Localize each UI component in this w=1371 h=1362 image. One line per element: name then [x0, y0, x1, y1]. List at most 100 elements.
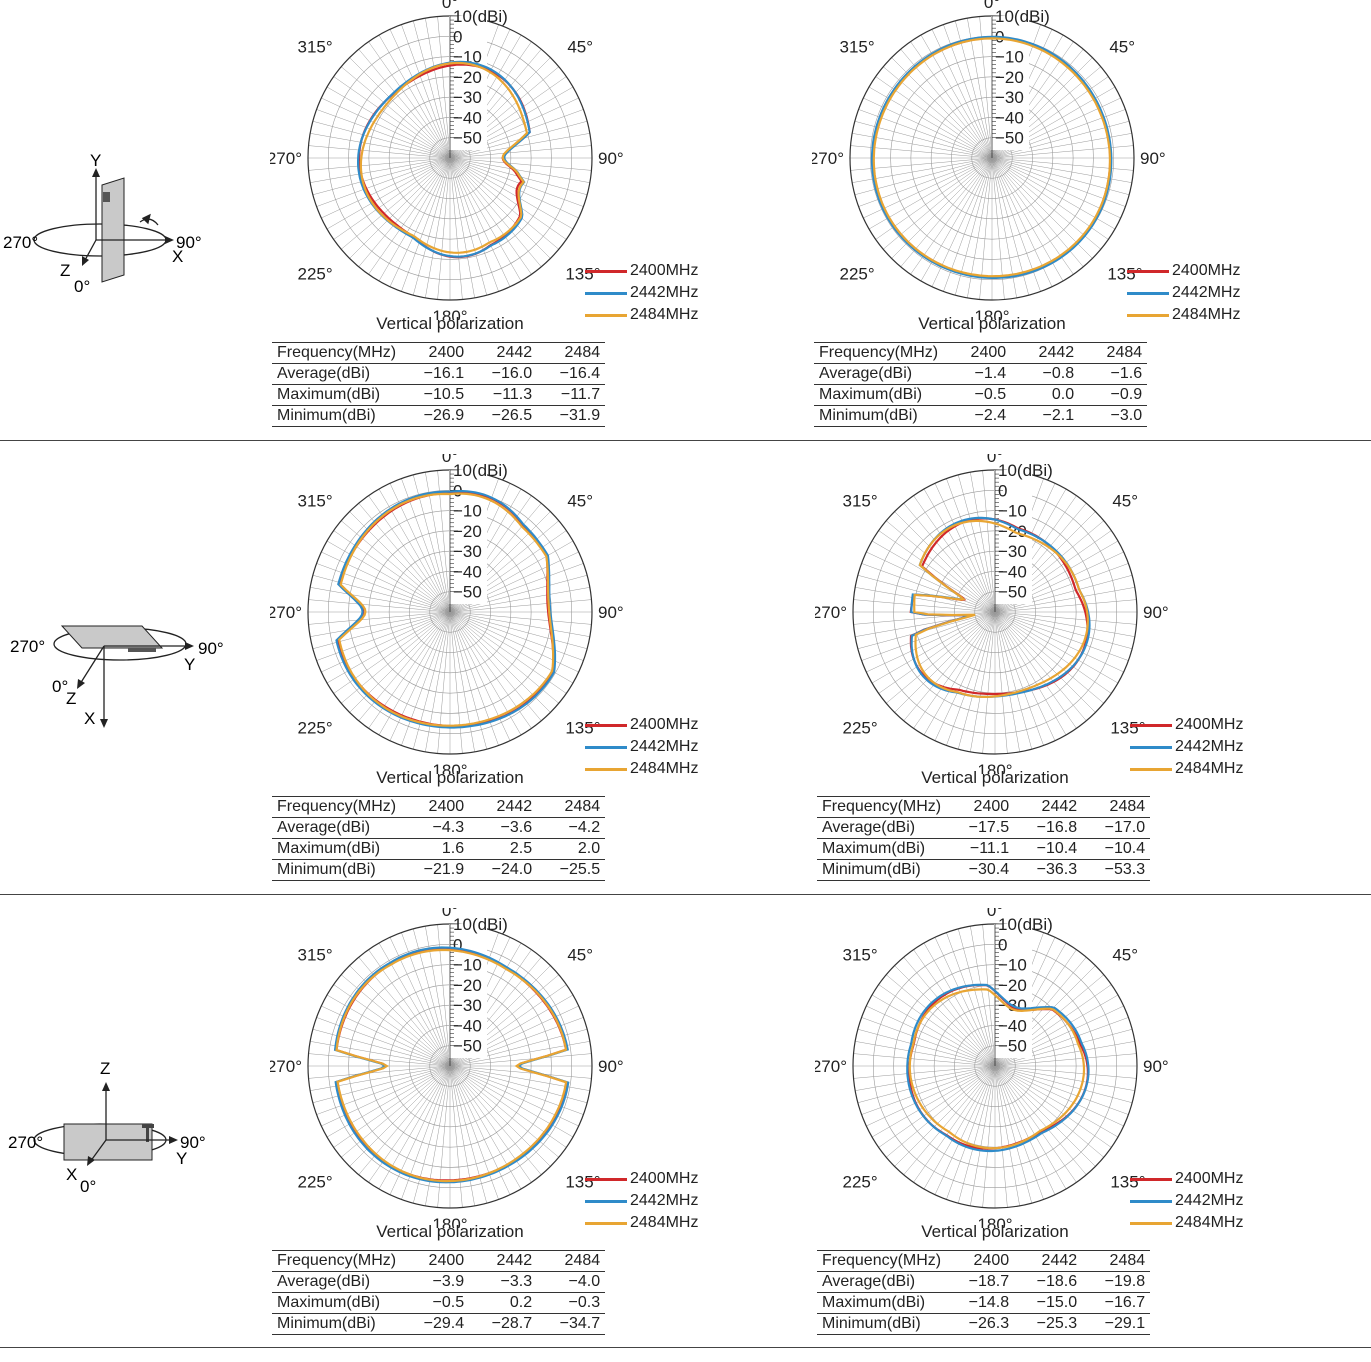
grid-spoke	[878, 611, 996, 694]
grid-spoke	[312, 121, 451, 159]
svg-text:90°: 90°	[180, 1133, 206, 1152]
legend-swatch	[1127, 313, 1169, 317]
grid-spoke	[994, 1053, 1137, 1067]
grid-spoke	[378, 34, 451, 159]
legend: 2400MHz 2442MHz 2484MHz	[1130, 714, 1243, 780]
radial-tick-label: 0	[998, 935, 1007, 954]
series-line-2442MHz	[333, 946, 570, 1184]
grid-spoke	[449, 1065, 522, 1190]
angle-tick-label: 135°	[1110, 1172, 1145, 1191]
table-cell: −0.5	[401, 1292, 470, 1314]
polarization-title: Vertical polarization	[921, 768, 1069, 787]
angle-tick-label: 45°	[567, 946, 593, 965]
legend-label: 2400MHz	[630, 262, 699, 279]
table-cell: −24.0	[469, 859, 538, 881]
grid-spoke	[866, 1065, 996, 1127]
row-label: Maximum(dBi)	[272, 384, 402, 406]
grid-spoke	[878, 984, 996, 1067]
legend-swatch	[1130, 745, 1172, 749]
grid-spoke	[308, 157, 451, 171]
legend-label: 2400MHz	[1175, 1170, 1244, 1187]
grid-spoke	[378, 157, 451, 282]
polarization-title: Vertical polarization	[376, 1222, 524, 1241]
grid-spoke	[871, 994, 996, 1067]
grid-spoke	[982, 924, 996, 1067]
grid-spoke	[389, 1065, 451, 1195]
grid-spoke	[389, 937, 451, 1067]
radial-tick-label: 10(dBi)	[998, 915, 1053, 934]
orientation-diagram-3: Z Y X 270° 90° 0°	[0, 894, 240, 1348]
grid-spoke	[312, 611, 451, 649]
angle-tick-label: 270°	[270, 1057, 302, 1076]
table-cell: 1.6	[401, 838, 470, 860]
angle-tick-label: 45°	[567, 38, 593, 57]
grid-spoke	[866, 611, 996, 673]
svg-text:270°: 270°	[10, 637, 45, 656]
table-cell: 2484	[1079, 342, 1148, 364]
legend-swatch	[585, 1199, 627, 1203]
legend: 2400MHz 2442MHz 2484MHz	[585, 260, 698, 326]
grid-spoke	[310, 1041, 451, 1067]
table-cell: 2400	[401, 342, 470, 364]
legend-item: 2484MHz	[585, 758, 698, 780]
legend-item: 2400MHz	[1130, 1168, 1243, 1190]
grid-spoke	[449, 157, 567, 240]
polar-chart: 10(dBi)0−10−20−30−40−500°45°90°135°180°2…	[270, 0, 624, 320]
angle-tick-label: 45°	[567, 492, 593, 511]
legend-swatch	[1130, 1177, 1172, 1181]
grid-spoke	[401, 611, 451, 746]
radial-tick-label: −40	[998, 1016, 1027, 1035]
row-label: Average(dBi)	[814, 363, 944, 385]
row-label: Average(dBi)	[817, 1271, 947, 1293]
table-cell: −11.3	[469, 384, 538, 406]
legend-label: 2400MHz	[630, 1170, 699, 1187]
radial-tick-label: −10	[998, 502, 1027, 521]
angle-tick-label: 0°	[442, 454, 458, 466]
grid-spoke	[958, 1065, 996, 1204]
grid-spoke	[871, 611, 996, 684]
grid-spoke	[449, 611, 499, 746]
grid-spoke	[994, 611, 1077, 729]
angle-tick-label: 90°	[598, 1057, 624, 1076]
angle-tick-label: 0°	[442, 908, 458, 920]
legend-label: 2484MHz	[630, 760, 699, 777]
grid-spoke	[994, 611, 1112, 694]
polar-chart: 10(dBi)0−10−20−30−40−500°45°90°135°180°2…	[815, 908, 1169, 1228]
grid-spoke	[449, 611, 592, 625]
row-separator	[0, 440, 1371, 441]
grid-spoke	[389, 611, 451, 741]
radial-tick-label: −40	[453, 562, 482, 581]
table-header-row: Frequency(MHz) 2400 2442 2484	[272, 1250, 606, 1272]
grid-spoke	[855, 1065, 996, 1091]
table-cell: −1.4	[943, 363, 1012, 385]
table-header-row: Frequency(MHz) 2400 2442 2484	[817, 1250, 1151, 1272]
radial-tick-label: −40	[453, 1016, 482, 1035]
series-line-2484MHz	[872, 37, 1111, 278]
legend-item: 2400MHz	[585, 1168, 698, 1190]
grid-spoke	[425, 18, 451, 159]
radial-tick-label: −20	[453, 522, 482, 541]
grid-spoke	[437, 157, 451, 300]
grid-spoke	[994, 611, 1119, 684]
table-cell: −4.0	[537, 1271, 606, 1293]
grid-spoke	[326, 157, 451, 230]
grid-spoke	[994, 1065, 1096, 1167]
grid-spoke	[401, 157, 451, 292]
legend-swatch	[585, 723, 627, 727]
grid-spoke	[312, 157, 451, 195]
row-label: Maximum(dBi)	[272, 838, 402, 860]
grid-spoke	[425, 611, 451, 752]
grid-spoke	[994, 1065, 1056, 1195]
radial-tick-label: −50	[995, 129, 1024, 148]
grid-spoke	[866, 1005, 996, 1067]
table-row: Maximum(dBi) −0.5 0.2 −0.3	[272, 1292, 606, 1314]
legend-swatch	[1130, 723, 1172, 727]
grid-spoke	[994, 1065, 1137, 1079]
svg-text:0°: 0°	[74, 277, 90, 296]
radial-tick-label: −40	[453, 108, 482, 127]
grid-spoke	[994, 611, 1124, 673]
angle-tick-label: 135°	[565, 264, 600, 283]
grid-spoke	[994, 611, 1135, 637]
angle-tick-label: 225°	[839, 264, 874, 283]
grid-spoke	[449, 1065, 499, 1200]
